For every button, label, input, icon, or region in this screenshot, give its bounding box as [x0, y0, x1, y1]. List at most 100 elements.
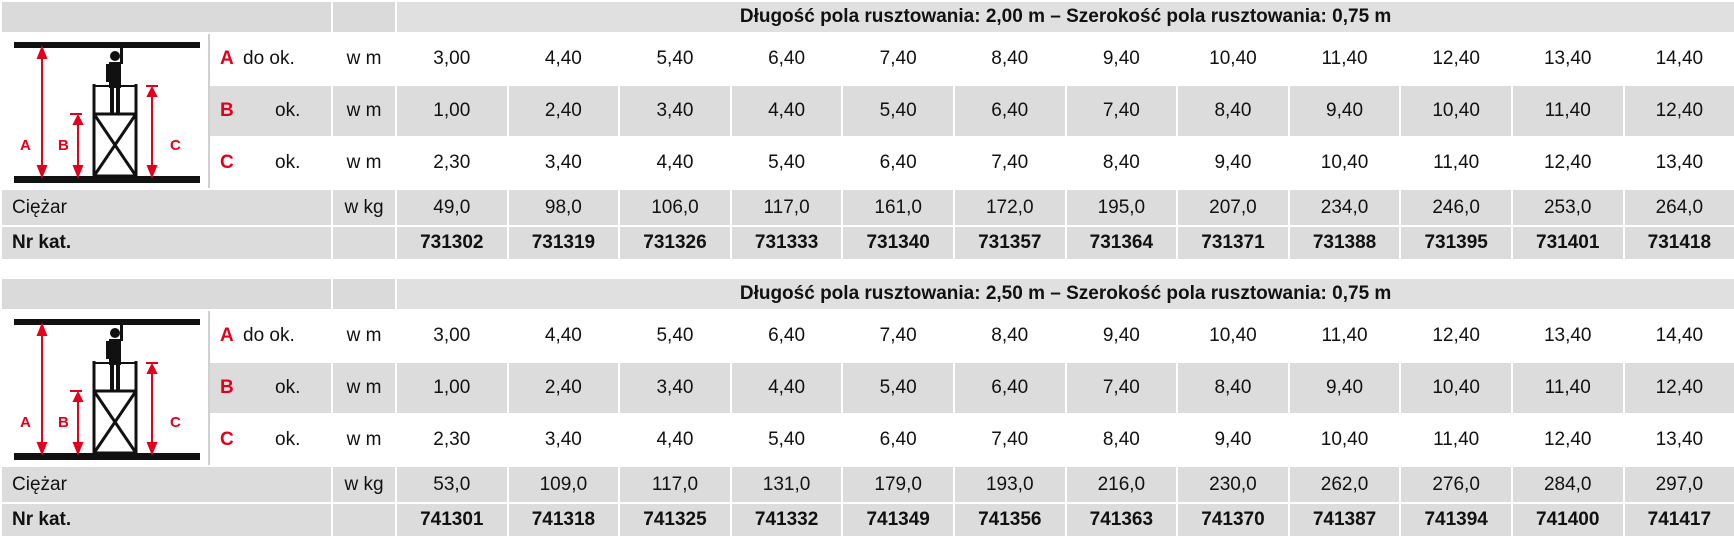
value-cell: 11,40 — [1287, 309, 1402, 363]
dimension-label: A do ok. — [208, 309, 333, 363]
scaffold-table-2: Długość pola rusztowania: 2,50 m – Szero… — [0, 277, 1734, 538]
weight-cell: 193,0 — [952, 465, 1067, 504]
catalog-cell: 731357 — [952, 225, 1067, 261]
value-cell: 12,40 — [1510, 413, 1625, 467]
value-cell: 7,40 — [1064, 361, 1179, 415]
value-cell: 8,40 — [1064, 413, 1179, 467]
dimension-label: B ok. — [208, 84, 333, 138]
catalog-cell: 731326 — [618, 225, 732, 261]
value-cell: 8,40 — [1176, 361, 1290, 415]
catalog-cell: 731364 — [1064, 225, 1179, 261]
catalog-cell: 741387 — [1287, 502, 1402, 538]
catalog-cell: 741370 — [1176, 502, 1290, 538]
weight-cell: 179,0 — [841, 465, 955, 504]
value-cell: 3,00 — [395, 309, 509, 363]
value-cell: 9,40 — [1287, 84, 1402, 138]
scaffold-diagram-icon: A B C — [14, 319, 200, 460]
ceiling-line — [14, 42, 200, 48]
value-cell: 8,40 — [952, 309, 1067, 363]
table-row: B ok. w m 1,00 2,40 3,40 4,40 5,40 6,40 7,40 8,4… — [1, 361, 1734, 415]
header-blank — [0, 277, 333, 311]
value-cell: 7,40 — [1064, 84, 1179, 138]
scaffold-table-1: Długość pola rusztowania: 2,00 m – Szero… — [0, 0, 1734, 261]
catalog-cell: 741318 — [506, 502, 621, 538]
dimension-letter: C — [220, 152, 234, 173]
value-cell: 7,40 — [952, 413, 1067, 467]
value-cell: 9,40 — [1287, 361, 1402, 415]
catalog-cell: 741394 — [1399, 502, 1513, 538]
weight-row: Ciężar w kg 49,0 98,0 106,0 117,0 161,0 172,0 1… — [0, 188, 1734, 227]
weight-row: Ciężar w kg 53,0 109,0 117,0 131,0 179,0 193,0… — [0, 465, 1734, 504]
weight-cell: 131,0 — [729, 465, 844, 504]
weight-unit: w kg — [331, 465, 397, 504]
value-cell: 6,40 — [952, 361, 1067, 415]
value-cell: 8,40 — [1176, 84, 1290, 138]
unit-cell: w m — [331, 84, 397, 138]
worker-figure — [106, 325, 123, 391]
weight-cell: 161,0 — [841, 188, 955, 227]
value-cell: 1,00 — [395, 84, 509, 138]
ceiling-line — [14, 319, 200, 325]
value-cell: 7,40 — [841, 32, 955, 86]
dimension-label: C ok. — [208, 136, 333, 190]
weight-label: Ciężar — [0, 188, 333, 227]
weight-cell: 264,0 — [1622, 188, 1734, 227]
value-cell: 6,40 — [729, 32, 844, 86]
value-cell: 12,40 — [1510, 136, 1625, 190]
dimension-label: B ok. — [208, 361, 333, 415]
value-cell: 6,40 — [841, 413, 955, 467]
value-cell: 5,40 — [729, 413, 844, 467]
value-cell: 3,40 — [506, 413, 621, 467]
catalog-cell: 741417 — [1622, 502, 1734, 538]
unit-cell: w m — [331, 136, 397, 190]
dimension-suffix: ok. — [275, 429, 301, 450]
value-cell: 10,40 — [1287, 136, 1402, 190]
value-cell: 2,40 — [506, 84, 621, 138]
value-cell: 3,40 — [618, 84, 732, 138]
value-cell: 3,00 — [395, 32, 509, 86]
value-cell: 13,40 — [1622, 136, 1734, 190]
catalog-cell: 731401 — [1510, 225, 1625, 261]
value-cell: 5,40 — [618, 32, 732, 86]
value-cell: 6,40 — [729, 309, 844, 363]
weight-cell: 230,0 — [1176, 465, 1290, 504]
weight-cell: 53,0 — [395, 465, 509, 504]
diagram-label-b: B — [58, 414, 69, 431]
weight-cell: 117,0 — [618, 465, 732, 504]
catalog-row: Nr kat. 731302 731319 731326 731333 731340 73… — [0, 225, 1734, 261]
catalog-cell: 731333 — [729, 225, 844, 261]
value-cell: 12,40 — [1622, 361, 1734, 415]
value-cell: 5,40 — [841, 361, 955, 415]
dimension-letter: A — [220, 48, 234, 69]
diagram-label-c: C — [170, 414, 181, 431]
table-row: B ok. w m 1,00 2,40 3,40 4,40 5,40 6,40 7,40 8,4… — [1, 84, 1734, 138]
scaffold-frame — [92, 84, 138, 178]
dimension-suffix: ok. — [275, 152, 301, 173]
catalog-cell: 741363 — [1064, 502, 1179, 538]
table-title: Długość pola rusztowania: 2,00 m – Szero… — [394, 0, 1734, 34]
dimension-suffix: do ok. — [243, 325, 295, 346]
dimension-suffix: ok. — [275, 377, 301, 398]
value-cell: 2,40 — [506, 361, 621, 415]
catalog-cell: 731371 — [1176, 225, 1290, 261]
weight-cell: 195,0 — [1064, 188, 1179, 227]
value-cell: 6,40 — [841, 136, 955, 190]
value-cell: 9,40 — [1064, 309, 1179, 363]
weight-cell: 216,0 — [1064, 465, 1179, 504]
value-cell: 13,40 — [1510, 32, 1625, 86]
table-row: C ok. w m 2,30 3,40 4,40 5,40 6,40 7,40 8,40 9,4… — [1, 136, 1734, 190]
diagram-label-a: A — [20, 414, 31, 431]
dimension-label: C ok. — [208, 413, 333, 467]
diagram-label-b: B — [58, 137, 69, 154]
value-cell: 8,40 — [1064, 136, 1179, 190]
scaffold-frame — [92, 361, 138, 455]
weight-cell: 284,0 — [1510, 465, 1625, 504]
value-cell: 4,40 — [729, 361, 844, 415]
unit-cell: w m — [331, 309, 397, 363]
value-cell: 7,40 — [841, 309, 955, 363]
value-cell: 2,30 — [395, 413, 509, 467]
value-cell: 4,40 — [618, 413, 732, 467]
value-cell: 3,40 — [506, 136, 621, 190]
table-title: Długość pola rusztowania: 2,50 m – Szero… — [394, 277, 1734, 311]
value-cell: 12,40 — [1399, 32, 1513, 86]
